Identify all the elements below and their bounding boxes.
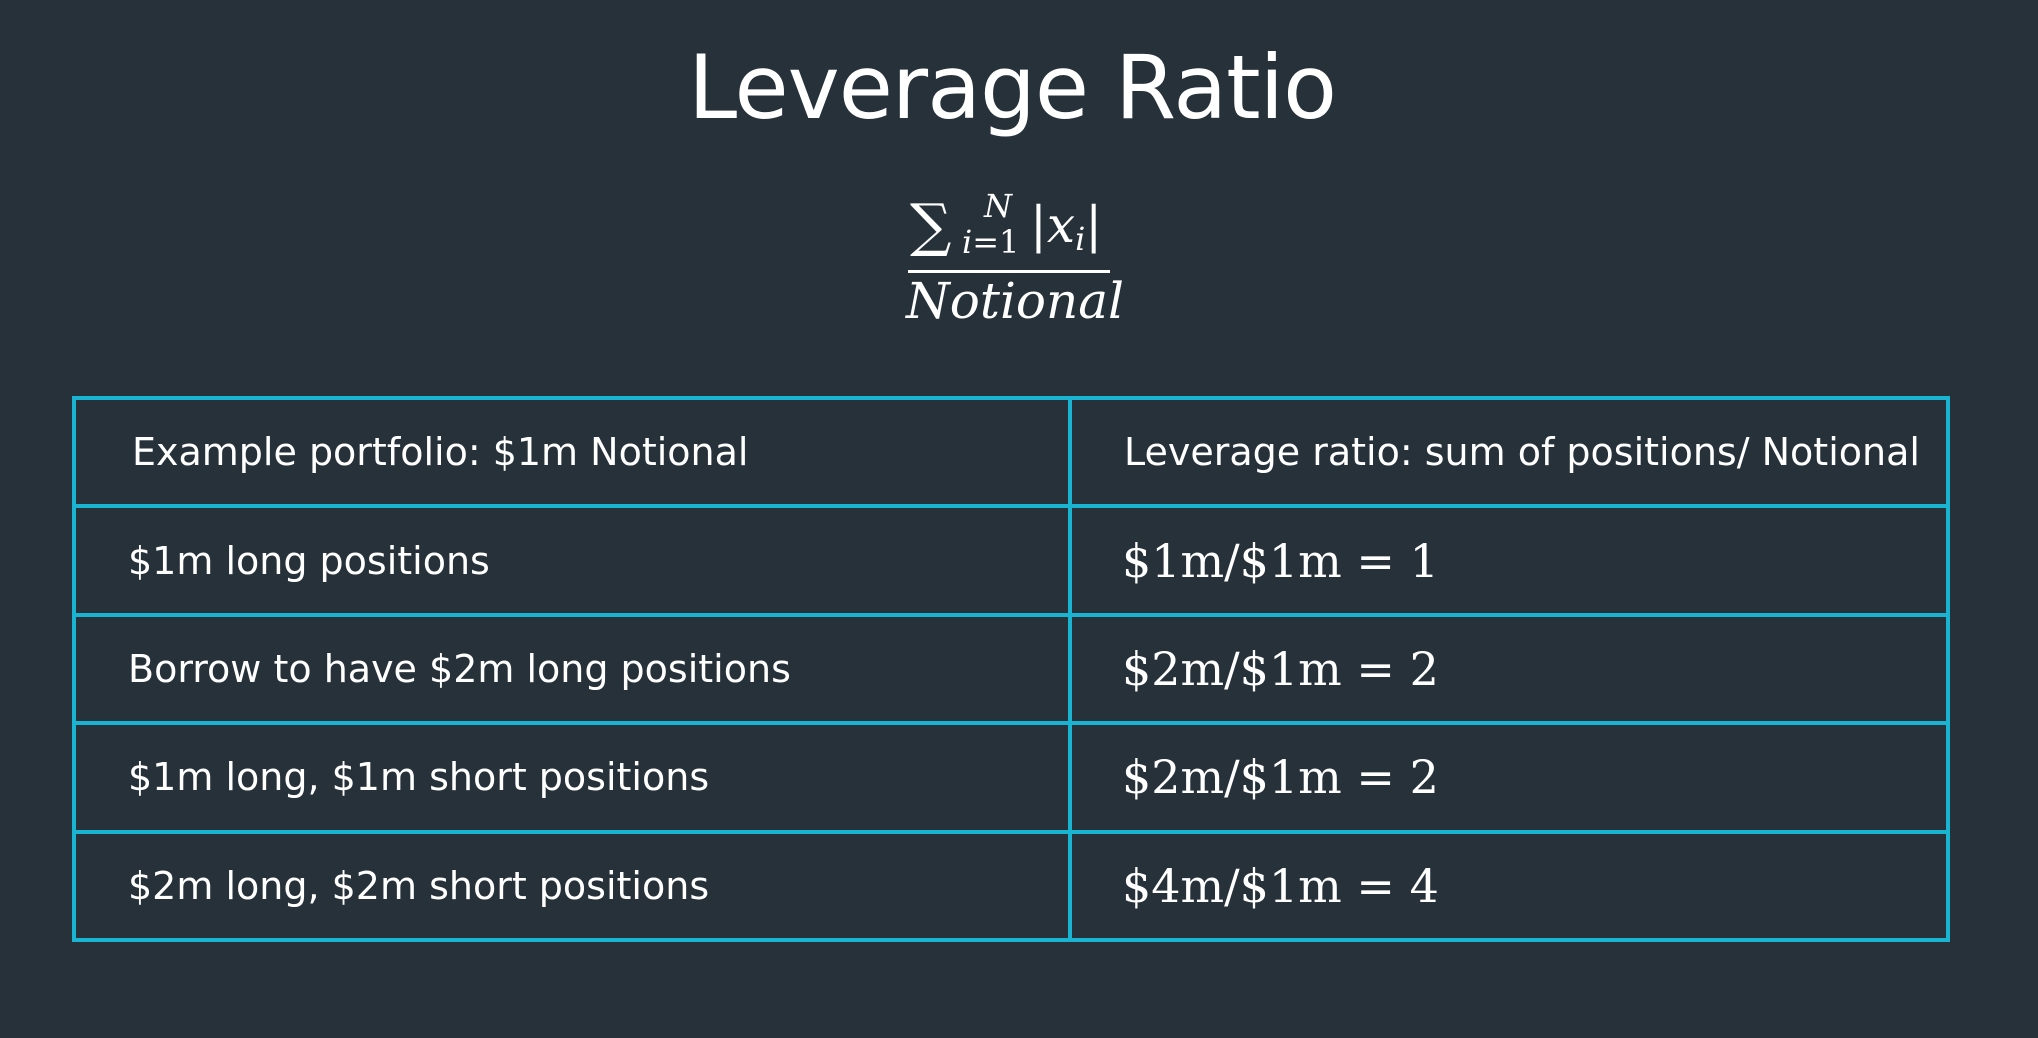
abs-close: | <box>1085 196 1103 254</box>
table-header-row: Example portfolio: $1m Notional Leverage… <box>72 395 1950 509</box>
sum-upper-limit: N <box>984 187 1012 225</box>
sum-symbol: ∑ <box>910 191 952 259</box>
position-variable-index: i <box>1075 220 1086 258</box>
table-row: $1m long positions $1m/$1m = 1 <box>72 504 1950 617</box>
row-leverage-cell: $4m/$1m = 4 <box>1068 829 1950 943</box>
row-leverage-cell: $1m/$1m = 1 <box>1068 504 1950 617</box>
leverage-examples-table: Example portfolio: $1m Notional Leverage… <box>72 395 1950 943</box>
table-row: $2m long, $2m short positions $4m/$1m = … <box>72 829 1950 943</box>
abs-value-term: |xi| <box>1030 200 1102 264</box>
abs-open: | <box>1030 196 1047 254</box>
leverage-formula: ∑ N i=1 |xi| Notional <box>906 188 1125 330</box>
page-title: Leverage Ratio <box>688 36 1337 139</box>
sum-lower-limit: i=1 <box>962 226 1019 258</box>
row-leverage-cell: $2m/$1m = 2 <box>1068 721 1950 834</box>
formula-denominator: Notional <box>906 272 1125 330</box>
fraction-bar <box>908 270 1110 273</box>
sum-start: =1 <box>972 223 1020 261</box>
header-cell-portfolio: Example portfolio: $1m Notional <box>72 395 1072 509</box>
row-portfolio-cell: Borrow to have $2m long positions <box>72 612 1072 726</box>
header-cell-leverage: Leverage ratio: sum of positions/ Notion… <box>1068 395 1950 509</box>
row-portfolio-cell: $1m long positions <box>72 504 1072 617</box>
sum-index: i <box>962 223 973 261</box>
row-leverage-cell: $2m/$1m = 2 <box>1068 612 1950 726</box>
row-portfolio-cell: $1m long, $1m short positions <box>72 721 1072 834</box>
table-row: $1m long, $1m short positions $2m/$1m = … <box>72 721 1950 834</box>
row-portfolio-cell: $2m long, $2m short positions <box>72 829 1072 943</box>
table-row: Borrow to have $2m long positions $2m/$1… <box>72 612 1950 726</box>
position-variable: x <box>1046 196 1076 254</box>
formula-numerator: ∑ N i=1 |xi| <box>906 188 1112 264</box>
